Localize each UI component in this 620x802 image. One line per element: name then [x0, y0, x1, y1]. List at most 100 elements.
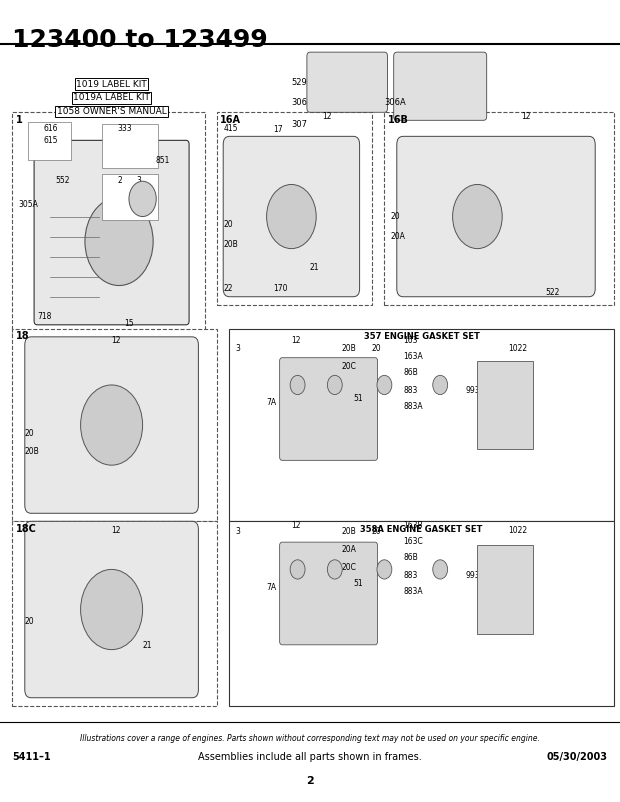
Text: 306A: 306A: [384, 98, 406, 107]
Text: 357 ENGINE GASKET SET: 357 ENGINE GASKET SET: [364, 332, 479, 341]
Circle shape: [489, 375, 503, 395]
Text: 20: 20: [25, 428, 35, 438]
Text: 2: 2: [306, 776, 314, 786]
Circle shape: [489, 560, 503, 579]
Text: 18: 18: [16, 331, 29, 341]
Text: 993: 993: [465, 570, 480, 580]
Text: 22: 22: [223, 284, 232, 294]
Text: 20C: 20C: [341, 362, 356, 371]
Text: 15: 15: [124, 318, 134, 328]
Text: 1: 1: [16, 115, 22, 124]
Circle shape: [129, 181, 156, 217]
Text: 522: 522: [546, 288, 560, 298]
Text: 883: 883: [403, 570, 417, 580]
Text: 163: 163: [403, 336, 417, 346]
Text: 20B: 20B: [223, 240, 238, 249]
Circle shape: [81, 385, 143, 465]
Text: 529: 529: [291, 78, 307, 87]
Text: 883: 883: [403, 386, 417, 395]
Circle shape: [290, 560, 305, 579]
Bar: [102, 174, 158, 220]
Text: 12: 12: [112, 526, 121, 536]
Text: 5411–1: 5411–1: [12, 752, 51, 762]
Text: 306: 306: [291, 98, 308, 107]
Text: 21: 21: [310, 262, 319, 272]
Text: 3: 3: [136, 176, 141, 185]
Text: 1022: 1022: [508, 344, 528, 354]
Bar: [477, 545, 533, 634]
Bar: [384, 112, 614, 305]
Circle shape: [433, 375, 448, 395]
FancyBboxPatch shape: [25, 337, 198, 513]
Text: 163C: 163C: [403, 537, 423, 546]
Text: 20: 20: [372, 527, 382, 537]
Text: 993: 993: [465, 386, 480, 395]
Bar: [217, 112, 372, 305]
Text: 123400 to 123499: 123400 to 123499: [12, 28, 268, 52]
Text: 1019A LABEL KIT: 1019A LABEL KIT: [73, 93, 150, 103]
Text: 20C: 20C: [341, 562, 356, 572]
Text: 615: 615: [43, 136, 58, 145]
Text: 16A: 16A: [220, 115, 241, 124]
Text: 20: 20: [25, 617, 35, 626]
Circle shape: [327, 375, 342, 395]
Circle shape: [377, 560, 392, 579]
Text: 86B: 86B: [403, 368, 418, 378]
Text: 3: 3: [236, 344, 241, 354]
Text: Illustrations cover a range of engines. Parts shown without corresponding text m: Illustrations cover a range of engines. …: [80, 734, 540, 743]
Circle shape: [290, 375, 305, 395]
Text: 718: 718: [37, 312, 51, 322]
Text: 20: 20: [391, 212, 401, 221]
Text: 21: 21: [143, 641, 152, 650]
Text: 16B: 16B: [388, 115, 409, 124]
Text: 1019 LABEL KIT: 1019 LABEL KIT: [76, 79, 147, 89]
Text: 20B: 20B: [25, 447, 40, 456]
Text: 7A: 7A: [267, 582, 277, 592]
Text: 12: 12: [291, 336, 301, 346]
Text: 05/30/2003: 05/30/2003: [547, 752, 608, 762]
Text: 20B: 20B: [341, 527, 356, 537]
Text: 17: 17: [273, 125, 283, 135]
Text: 20A: 20A: [341, 545, 356, 554]
Text: 51: 51: [353, 394, 363, 403]
Text: 883A: 883A: [403, 586, 423, 596]
Bar: [12, 329, 217, 521]
Text: 307: 307: [291, 119, 308, 129]
Text: 12: 12: [112, 336, 121, 346]
Text: 170: 170: [273, 284, 287, 294]
Bar: [477, 361, 533, 449]
Text: 20A: 20A: [391, 232, 405, 241]
Text: 86B: 86B: [403, 553, 418, 562]
Text: 616: 616: [43, 124, 58, 133]
Circle shape: [327, 560, 342, 579]
Text: 1022: 1022: [508, 526, 528, 536]
FancyBboxPatch shape: [280, 358, 378, 460]
Text: 333: 333: [118, 124, 133, 133]
Circle shape: [377, 375, 392, 395]
Text: 51: 51: [353, 579, 363, 589]
Circle shape: [267, 184, 316, 249]
Circle shape: [433, 560, 448, 579]
FancyBboxPatch shape: [280, 542, 378, 645]
Circle shape: [85, 197, 153, 286]
FancyBboxPatch shape: [25, 521, 198, 698]
Bar: [229, 521, 614, 706]
Text: 2: 2: [118, 176, 123, 185]
Text: 1058 OWNER'S MANUAL: 1058 OWNER'S MANUAL: [56, 107, 167, 116]
Circle shape: [81, 569, 143, 650]
Text: 12: 12: [291, 520, 301, 530]
FancyBboxPatch shape: [307, 52, 388, 112]
Circle shape: [453, 184, 502, 249]
FancyBboxPatch shape: [34, 140, 189, 325]
Text: 20B: 20B: [341, 344, 356, 354]
FancyBboxPatch shape: [394, 52, 487, 120]
Bar: [102, 124, 158, 168]
Text: 20: 20: [223, 220, 233, 229]
Text: 163B: 163B: [403, 520, 423, 530]
FancyBboxPatch shape: [397, 136, 595, 297]
Text: 7A: 7A: [267, 398, 277, 407]
FancyBboxPatch shape: [223, 136, 360, 297]
Text: 851: 851: [155, 156, 169, 165]
Text: Assemblies include all parts shown in frames.: Assemblies include all parts shown in fr…: [198, 752, 422, 762]
Text: 20: 20: [372, 344, 382, 354]
